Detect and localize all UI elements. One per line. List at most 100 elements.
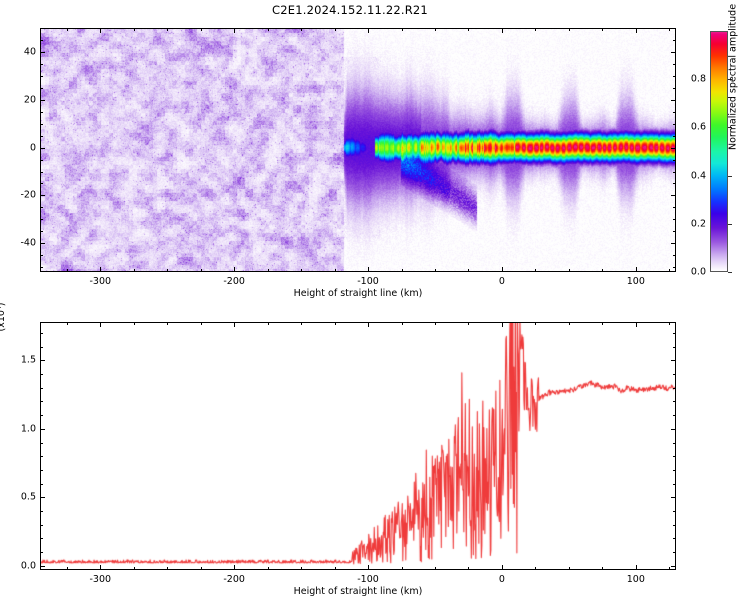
y-tick-minor [40,111,43,113]
y-tick-minor [673,267,676,269]
x-tick-minor [66,567,68,570]
x-tick-minor [468,322,470,325]
x-tick-minor [301,28,303,31]
x-tick-major [635,565,637,570]
y-tick-minor [40,415,43,417]
y-tick-minor [40,207,43,209]
y-tick-minor [40,511,43,513]
x-tick-minor [133,28,135,31]
x-tick-minor [568,269,570,272]
y-tick-minor [673,483,676,485]
y-tick-minor [40,63,43,65]
y-tick-minor [40,469,43,471]
y-tick-major [40,360,45,362]
y-tick-minor [40,374,43,376]
y-tick-minor [673,255,676,257]
y-tick-minor [673,469,676,471]
x-tick-minor [468,28,470,31]
x-tick-label: -100 [357,574,379,585]
x-tick-major [100,565,102,570]
x-tick-minor [669,322,671,325]
colorbar-tick-mark [728,79,732,81]
x-tick-label: 0 [498,574,505,585]
x-tick-major [501,267,503,272]
x-tick-minor [167,269,169,272]
y-tick-minor [40,123,43,125]
y-tick-minor [673,111,676,113]
y-tick-major [40,99,45,101]
y-tick-minor [40,346,43,348]
y-tick-minor [40,135,43,137]
colorbar-tick-mark [728,127,732,129]
y-tick-major [671,51,676,53]
y-tick-major [40,243,45,245]
x-tick-major [100,28,102,33]
x-tick-minor [334,567,336,570]
x-tick-minor [434,269,436,272]
x-tick-minor [133,269,135,272]
x-tick-minor [267,567,269,570]
x-tick-minor [669,28,671,31]
x-tick-minor [535,28,537,31]
y-tick-major [671,195,676,197]
y-tick-minor [40,159,43,161]
y-tick-minor [40,75,43,77]
y-tick-minor [673,511,676,513]
x-tick-major [501,28,503,33]
y-tick-minor [40,87,43,89]
y-tick-minor [673,415,676,417]
y-tick-minor [673,28,676,29]
x-tick-minor [568,567,570,570]
y-tick-minor [40,442,43,444]
y-tick-major [40,497,45,499]
x-tick-label: 0 [498,276,505,287]
y-tick-minor [40,28,43,29]
y-tick-minor [673,456,676,458]
y-tick-minor [673,87,676,89]
y-tick-minor [673,538,676,540]
y-tick-label: 40 [23,46,36,58]
spectrogram-canvas [41,29,675,271]
x-tick-minor [66,269,68,272]
colorbar-tick-label: 0.6 [690,121,706,133]
y-tick-minor [673,207,676,209]
x-tick-major [368,565,370,570]
x-tick-major [234,322,236,327]
y-tick-major [671,428,676,430]
colorbar-tick-mark [728,223,732,225]
y-tick-major [40,195,45,197]
x-tick-minor [568,322,570,325]
y-tick-minor [673,39,676,41]
y-tick-minor [673,75,676,77]
x-tick-label: -200 [223,276,245,287]
y-tick-minor [40,456,43,458]
x-tick-minor [200,322,202,325]
x-tick-minor [602,567,604,570]
x-tick-minor [334,269,336,272]
x-tick-minor [401,28,403,31]
y-tick-minor [673,183,676,185]
snr-panel [40,322,676,570]
x-tick-major [635,28,637,33]
x-tick-minor [602,322,604,325]
y-tick-minor [673,442,676,444]
y-tick-minor [673,374,676,376]
y-tick-major [671,360,676,362]
x-tick-minor [167,322,169,325]
y-tick-major [671,243,676,245]
y-tick-label: 20 [23,94,36,106]
y-tick-minor [40,483,43,485]
x-tick-major [368,28,370,33]
x-tick-minor [401,567,403,570]
y-tick-label: -40 [20,237,36,249]
snr-y-axis-multiplier: (x10⁴) [0,302,8,332]
x-tick-major [100,267,102,272]
y-tick-label: -20 [20,189,36,201]
x-tick-minor [66,28,68,31]
x-tick-major [234,28,236,33]
y-tick-minor [40,552,43,554]
x-tick-minor [267,28,269,31]
x-tick-minor [602,269,604,272]
y-tick-minor [40,332,43,334]
